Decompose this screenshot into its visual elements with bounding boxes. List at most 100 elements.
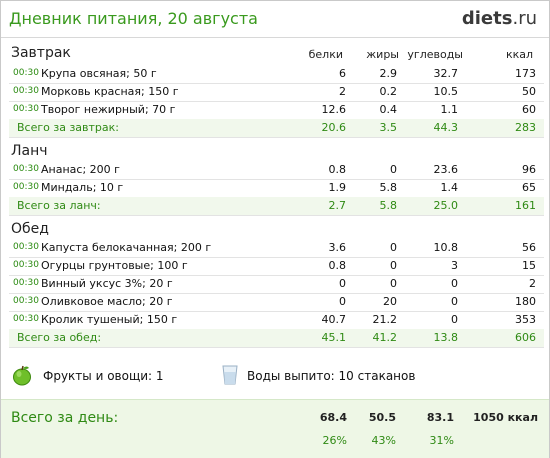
fruits-vegetables-count: Фрукты и овощи: 1 <box>43 369 164 383</box>
protein-value: 40.7 <box>321 313 347 326</box>
fat-total: 41.2 <box>372 331 398 344</box>
fat-value: 0 <box>390 241 397 254</box>
table-row[interactable]: 00:30 Миндаль; 10 г 1.9 5.8 1.4 65 <box>9 179 544 198</box>
header: Дневник питания, 20 августа diets.ru <box>1 1 549 38</box>
kcal-value: 2 <box>529 277 536 290</box>
kcal-value: 180 <box>515 295 536 308</box>
carbs-value: 23.6 <box>433 163 459 176</box>
water-glasses-count: Воды выпито: 10 стаканов <box>247 369 416 383</box>
meal-time: 00:30 <box>13 260 39 270</box>
kcal-total: 283 <box>515 121 536 134</box>
carbs-value: 0 <box>451 313 458 326</box>
carbs-value: 10.5 <box>433 85 459 98</box>
protein-value: 1.9 <box>328 181 347 194</box>
day-carbs-total: 83.1 <box>426 411 454 424</box>
meal-time: 00:30 <box>13 278 39 288</box>
total-label: Всего за обед: <box>17 331 102 344</box>
fat-value: 0.2 <box>379 85 398 98</box>
kcal-value: 65 <box>522 181 536 194</box>
fat-value: 5.8 <box>379 181 398 194</box>
apple-icon <box>13 365 31 386</box>
table-row[interactable]: 00:30 Винный уксус 3%; 20 г 0 0 0 2 <box>9 275 544 294</box>
food-name: Оливковое масло; 20 г <box>41 295 173 308</box>
table-row[interactable]: 00:30 Огурцы грунтовые; 100 г 0.8 0 3 15 <box>9 257 544 276</box>
table-row[interactable]: 00:30 Капуста белокачанная; 200 г 3.6 0 … <box>9 239 544 258</box>
day-carbs-percent: 31% <box>429 434 454 447</box>
water-glass-icon <box>222 365 238 385</box>
page-title: Дневник питания, 20 августа <box>9 9 258 28</box>
fat-total: 5.8 <box>379 199 398 212</box>
fat-value: 0.4 <box>379 103 398 116</box>
protein-value: 0.8 <box>328 163 347 176</box>
meal-time: 00:30 <box>13 104 39 114</box>
carbs-value: 0 <box>451 277 458 290</box>
dinner-total-row: Всего за обед: 45.1 41.2 13.8 606 <box>9 329 544 348</box>
meal-time: 00:30 <box>13 296 39 306</box>
protein-value: 6 <box>339 67 346 80</box>
food-name: Кролик тушеный; 150 г <box>41 313 178 326</box>
day-protein-total: 68.4 <box>319 411 347 424</box>
lunch-total-row: Всего за ланч: 2.7 5.8 25.0 161 <box>9 197 544 216</box>
table-row[interactable]: 00:30 Кролик тушеный; 150 г 40.7 21.2 0 … <box>9 311 544 330</box>
kcal-value: 56 <box>522 241 536 254</box>
food-name: Морковь красная; 150 г <box>41 85 179 98</box>
section-title-lunch: Ланч <box>11 143 48 159</box>
table-row[interactable]: 00:30 Оливковое масло; 20 г 0 20 0 180 <box>9 293 544 312</box>
protein-value: 0 <box>339 295 346 308</box>
table-row[interactable]: 00:30 Крупа овсяная; 50 г 6 2.9 32.7 173 <box>9 65 544 84</box>
kcal-value: 173 <box>515 67 536 80</box>
column-header-kcal: ккал <box>505 48 533 61</box>
fat-value: 0 <box>390 259 397 272</box>
protein-value: 2 <box>339 85 346 98</box>
carbs-value: 1.1 <box>440 103 459 116</box>
column-header-protein: белки <box>308 48 343 61</box>
fat-value: 0 <box>390 163 397 176</box>
meal-time: 00:30 <box>13 164 39 174</box>
meal-time: 00:30 <box>13 314 39 324</box>
food-name: Миндаль; 10 г <box>41 181 124 194</box>
meal-time: 00:30 <box>13 86 39 96</box>
carbs-value: 32.7 <box>433 67 459 80</box>
day-fat-percent: 43% <box>371 434 396 447</box>
column-header-fat: жиры <box>366 48 399 61</box>
extras-row: Фрукты и овощи: 1 Воды выпито: 10 стакан… <box>11 364 541 388</box>
kcal-total: 161 <box>515 199 536 212</box>
carbs-value: 1.4 <box>440 181 459 194</box>
kcal-value: 15 <box>522 259 536 272</box>
section-title-dinner: Обед <box>11 221 49 237</box>
food-name: Капуста белокачанная; 200 г <box>41 241 212 254</box>
carbs-total: 13.8 <box>433 331 459 344</box>
meal-time: 00:30 <box>13 68 39 78</box>
carbs-total: 44.3 <box>433 121 459 134</box>
table-row[interactable]: 00:30 Ананас; 200 г 0.8 0 23.6 96 <box>9 161 544 180</box>
protein-value: 0.8 <box>328 259 347 272</box>
protein-value: 3.6 <box>328 241 347 254</box>
kcal-total: 606 <box>515 331 536 344</box>
day-fat-total: 50.5 <box>368 411 396 424</box>
day-kcal-total: 1050 ккал <box>473 411 538 424</box>
total-label: Всего за ланч: <box>17 199 101 212</box>
table-row[interactable]: 00:30 Морковь красная; 150 г 2 0.2 10.5 … <box>9 83 544 102</box>
site-logo[interactable]: diets.ru <box>462 8 537 29</box>
day-protein-percent: 26% <box>322 434 347 447</box>
protein-total: 45.1 <box>321 331 347 344</box>
carbs-value: 0 <box>451 295 458 308</box>
food-name: Ананас; 200 г <box>41 163 120 176</box>
food-name: Огурцы грунтовые; 100 г <box>41 259 188 272</box>
kcal-value: 50 <box>522 85 536 98</box>
fat-value: 21.2 <box>372 313 398 326</box>
protein-value: 0 <box>339 277 346 290</box>
protein-total: 20.6 <box>321 121 347 134</box>
fat-total: 3.5 <box>379 121 398 134</box>
table-row[interactable]: 00:30 Творог нежирный; 70 г 12.6 0.4 1.1… <box>9 101 544 120</box>
fat-value: 2.9 <box>379 67 398 80</box>
carbs-value: 3 <box>451 259 458 272</box>
day-total-label: Всего за день: <box>11 410 119 426</box>
breakfast-total-row: Всего за завтрак: 20.6 3.5 44.3 283 <box>9 119 544 138</box>
meal-time: 00:30 <box>13 242 39 252</box>
kcal-value: 96 <box>522 163 536 176</box>
column-header-carbs: углеводы <box>407 48 463 61</box>
section-title-breakfast: Завтрак <box>11 45 71 61</box>
fat-value: 20 <box>383 295 397 308</box>
